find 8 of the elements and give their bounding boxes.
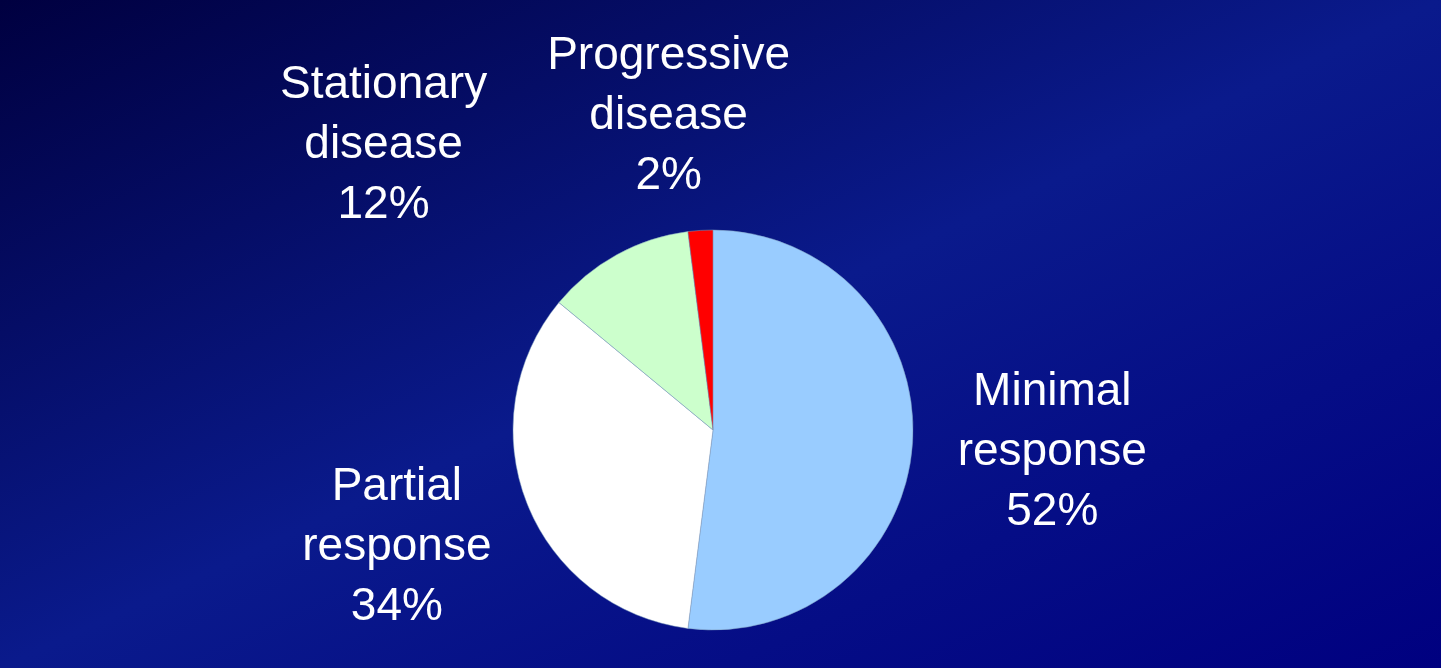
slice-label: Progressive disease: [547, 27, 791, 140]
data-label: 34%: [350, 578, 443, 631]
slice-label: Partial response: [302, 458, 492, 571]
data-label: 2%: [635, 147, 702, 200]
data-label: 52%: [1006, 483, 1099, 536]
slice-label: Stationary disease: [280, 56, 488, 169]
slice-label: Minimal response: [957, 363, 1147, 476]
data-label: 12%: [337, 176, 430, 229]
